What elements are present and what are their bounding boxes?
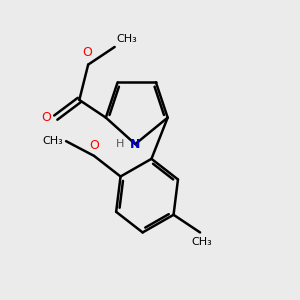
Text: O: O [41, 111, 51, 124]
Text: CH₃: CH₃ [42, 136, 63, 146]
Text: H: H [116, 139, 124, 149]
Text: O: O [89, 140, 99, 152]
Text: CH₃: CH₃ [191, 237, 212, 247]
Text: CH₃: CH₃ [116, 34, 137, 44]
Text: O: O [82, 46, 92, 59]
Text: N: N [130, 138, 140, 151]
